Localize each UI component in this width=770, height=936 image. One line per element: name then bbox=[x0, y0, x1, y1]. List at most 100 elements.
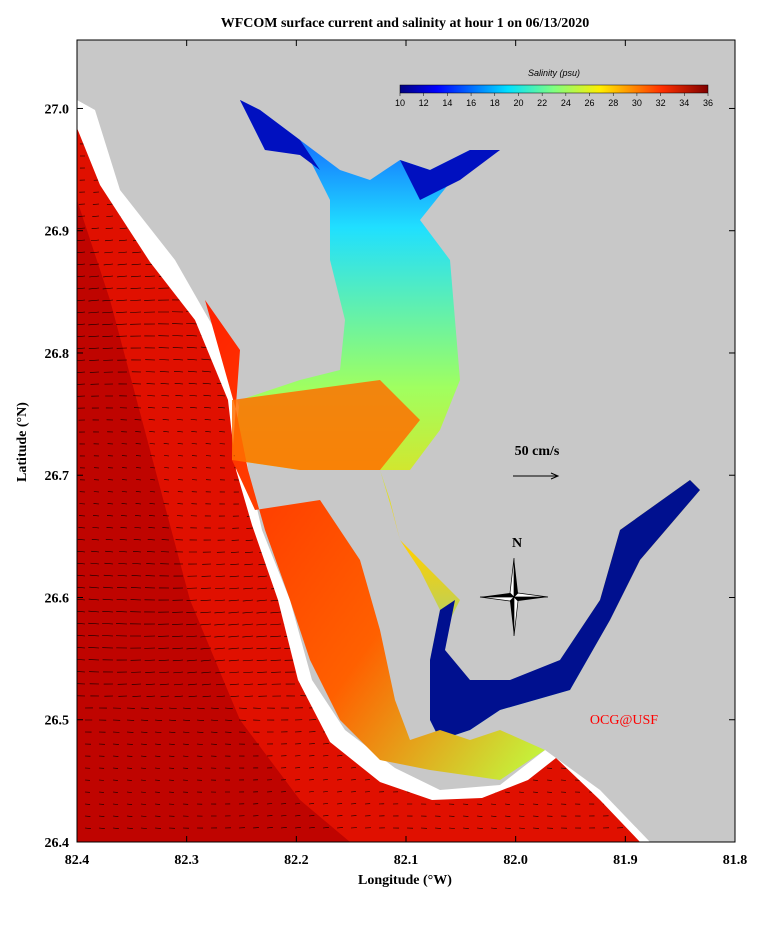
vector bbox=[201, 587, 212, 589]
vector bbox=[88, 311, 100, 314]
vector bbox=[140, 815, 147, 817]
vector bbox=[135, 503, 142, 505]
vector bbox=[172, 347, 184, 349]
vector bbox=[186, 611, 198, 613]
vector bbox=[173, 683, 184, 686]
vector bbox=[188, 370, 198, 373]
vector bbox=[77, 347, 86, 350]
vector bbox=[102, 323, 114, 326]
vector bbox=[172, 623, 184, 625]
vector bbox=[118, 251, 128, 254]
vector bbox=[140, 719, 149, 721]
x-tick-label: 81.8 bbox=[723, 853, 748, 868]
vector bbox=[242, 599, 254, 602]
vector bbox=[218, 407, 226, 409]
vector bbox=[88, 335, 100, 338]
vector bbox=[172, 647, 184, 650]
vector bbox=[228, 623, 240, 626]
north-label: N bbox=[512, 536, 522, 551]
vector bbox=[88, 287, 100, 290]
vector bbox=[190, 406, 198, 409]
vector bbox=[131, 263, 142, 266]
vector bbox=[88, 622, 100, 625]
vector bbox=[229, 575, 240, 578]
y-tick-label: 26.9 bbox=[45, 225, 70, 240]
vector bbox=[322, 827, 329, 829]
vector bbox=[148, 419, 156, 421]
vector bbox=[77, 335, 86, 338]
vector bbox=[462, 827, 469, 829]
vector bbox=[218, 419, 226, 421]
vector bbox=[134, 527, 142, 529]
vector bbox=[154, 707, 163, 709]
vector bbox=[145, 683, 156, 685]
colorbar-tick-label: 36 bbox=[703, 98, 713, 108]
vector bbox=[270, 659, 282, 661]
vector bbox=[77, 598, 86, 601]
vector bbox=[172, 635, 184, 637]
colorbar-tick-label: 10 bbox=[395, 98, 405, 108]
vector bbox=[132, 563, 142, 565]
vector bbox=[120, 527, 128, 529]
vector bbox=[88, 634, 100, 637]
vector bbox=[322, 803, 329, 805]
vector bbox=[146, 695, 156, 697]
vector bbox=[77, 323, 86, 326]
charlotte-harbor bbox=[232, 100, 700, 740]
vector bbox=[147, 395, 156, 397]
vector bbox=[215, 683, 226, 686]
vector bbox=[187, 358, 198, 361]
vector bbox=[77, 311, 86, 314]
vector bbox=[159, 683, 170, 686]
x-tick-label: 81.9 bbox=[613, 853, 638, 868]
vector bbox=[89, 586, 100, 589]
vector bbox=[146, 551, 156, 553]
vector bbox=[160, 383, 170, 385]
vector bbox=[117, 574, 128, 577]
vector bbox=[177, 431, 184, 433]
vector bbox=[149, 491, 156, 493]
vector bbox=[163, 431, 170, 433]
vector bbox=[238, 707, 247, 709]
vector bbox=[210, 719, 219, 721]
vector bbox=[116, 611, 128, 613]
vector bbox=[118, 562, 128, 565]
vector bbox=[476, 815, 483, 817]
vector bbox=[161, 395, 170, 397]
vector bbox=[77, 251, 86, 254]
vector bbox=[175, 394, 184, 397]
vector bbox=[308, 815, 315, 817]
vector bbox=[186, 659, 198, 662]
vector bbox=[186, 623, 198, 626]
vector bbox=[518, 827, 525, 829]
vector bbox=[322, 767, 329, 769]
vector bbox=[103, 275, 114, 278]
vector bbox=[228, 647, 240, 650]
colorbar-tick-label: 22 bbox=[537, 98, 547, 108]
vector bbox=[103, 263, 114, 266]
vector bbox=[182, 743, 189, 745]
colorbar-tick-label: 30 bbox=[632, 98, 642, 108]
vector bbox=[88, 647, 100, 649]
colorbar-label: Salinity (psu) bbox=[528, 68, 580, 78]
vector bbox=[102, 311, 114, 314]
x-tick-label: 82.3 bbox=[174, 853, 199, 868]
vector bbox=[91, 227, 100, 229]
vector bbox=[77, 550, 86, 553]
vector bbox=[214, 647, 226, 650]
colorbar-tick-label: 28 bbox=[608, 98, 618, 108]
vector bbox=[77, 634, 86, 637]
vector bbox=[188, 695, 198, 698]
vector bbox=[103, 586, 114, 589]
vector bbox=[214, 635, 226, 638]
gulf-water bbox=[77, 128, 640, 842]
vector bbox=[176, 419, 184, 421]
x-tick-label: 82.2 bbox=[284, 853, 309, 868]
vector bbox=[201, 683, 212, 686]
vector bbox=[106, 215, 114, 217]
y-tick-label: 26.4 bbox=[45, 836, 70, 851]
vector bbox=[504, 827, 511, 829]
vector bbox=[92, 215, 100, 217]
vector bbox=[191, 443, 198, 445]
vector bbox=[106, 527, 114, 529]
